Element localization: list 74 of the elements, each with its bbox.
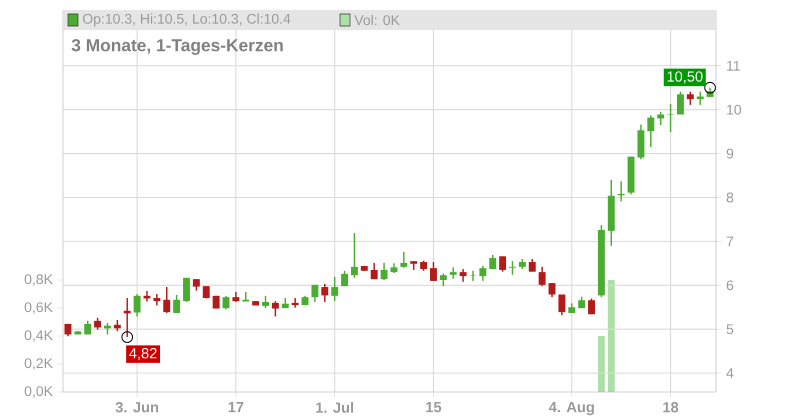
- candlestick: [538, 266, 546, 287]
- y2-tick-label: 0,6K: [24, 302, 53, 314]
- candlestick: [430, 261, 437, 282]
- candlestick: [64, 323, 72, 337]
- candlestick: [272, 300, 279, 318]
- x-tick-label: 18: [663, 402, 678, 412]
- candlestick: [341, 270, 348, 287]
- y-tick-label: 7: [726, 236, 734, 246]
- annotation: 4,82: [129, 348, 157, 360]
- candlestick: [292, 297, 299, 308]
- candlestick: [558, 294, 566, 316]
- x-tick-label: 3. Jun: [116, 402, 158, 412]
- candlestick: [696, 90, 704, 106]
- candlestick: [470, 270, 476, 282]
- y2-tick-label: 0,0K: [24, 386, 53, 398]
- candlestick: [163, 286, 170, 314]
- candlestick: [667, 103, 674, 133]
- candlestick: [676, 90, 684, 116]
- candlestick: [104, 322, 111, 336]
- legend-label: Op:10.3, Hi:10.5, Lo:10.3, Cl:10.4: [82, 13, 290, 27]
- candlestick: [202, 285, 210, 300]
- candlestick: [94, 317, 102, 330]
- y-tick-label: 10: [727, 104, 742, 115]
- candlestick: [192, 278, 200, 292]
- candlestick: [479, 265, 486, 282]
- candlestick: [450, 266, 457, 280]
- candlestick: [321, 283, 328, 303]
- candlestick: [114, 319, 121, 332]
- candlestick: [460, 268, 467, 283]
- y-tick-label: 6: [726, 280, 734, 290]
- candlestick: [350, 232, 358, 279]
- candlestick: [440, 272, 447, 287]
- candlestick: [311, 284, 318, 303]
- x-tick-label: 1. Jul: [316, 402, 354, 413]
- candlestick: [548, 282, 556, 298]
- candlestick: [528, 258, 536, 272]
- candlestick: [84, 320, 92, 336]
- candlestick: [232, 291, 240, 303]
- x-tick-label: 17: [228, 402, 244, 412]
- candlestick: [262, 295, 269, 309]
- annotation: 10,50: [668, 71, 703, 84]
- y-tick-label: 8: [726, 192, 734, 202]
- candlestick: [489, 254, 496, 270]
- y-tick-label: 4: [726, 368, 734, 378]
- y-tick-label: 9: [726, 148, 734, 159]
- candlestick: [657, 111, 664, 126]
- legend-label: Vol: 0K: [354, 14, 400, 26]
- y2-tick-label: 0,2K: [24, 358, 53, 370]
- candlestick: [588, 298, 595, 316]
- candlestick: [390, 262, 398, 274]
- y-tick-label: 5: [726, 324, 734, 334]
- candlestick: [618, 180, 625, 202]
- candlestick: [400, 251, 408, 268]
- y-tick-label: 11: [727, 60, 740, 71]
- text: 3 Monate, 1-Tages-Kerzen: [72, 39, 283, 55]
- candlestick: [222, 295, 230, 310]
- candlestick: [647, 114, 654, 148]
- candlestick: [380, 262, 388, 281]
- candlestick: [499, 256, 506, 272]
- candlestick: [183, 277, 190, 303]
- candlestick: [568, 302, 576, 314]
- x-tick-label: 4. Aug: [548, 402, 594, 416]
- candlestick: [153, 293, 160, 306]
- candlestick: [144, 290, 150, 302]
- y2-tick-label: 0,4K: [24, 330, 53, 342]
- candlestick: [686, 90, 694, 106]
- x-tick-label: 15: [426, 402, 442, 412]
- candlestick: [173, 294, 180, 314]
- candlestick: [331, 276, 338, 302]
- candlestick: [420, 260, 428, 272]
- candlestick: [518, 258, 526, 270]
- y2-tick-label: 0,8K: [24, 274, 53, 286]
- candlestick: [370, 262, 378, 280]
- candlestick: [134, 293, 141, 318]
